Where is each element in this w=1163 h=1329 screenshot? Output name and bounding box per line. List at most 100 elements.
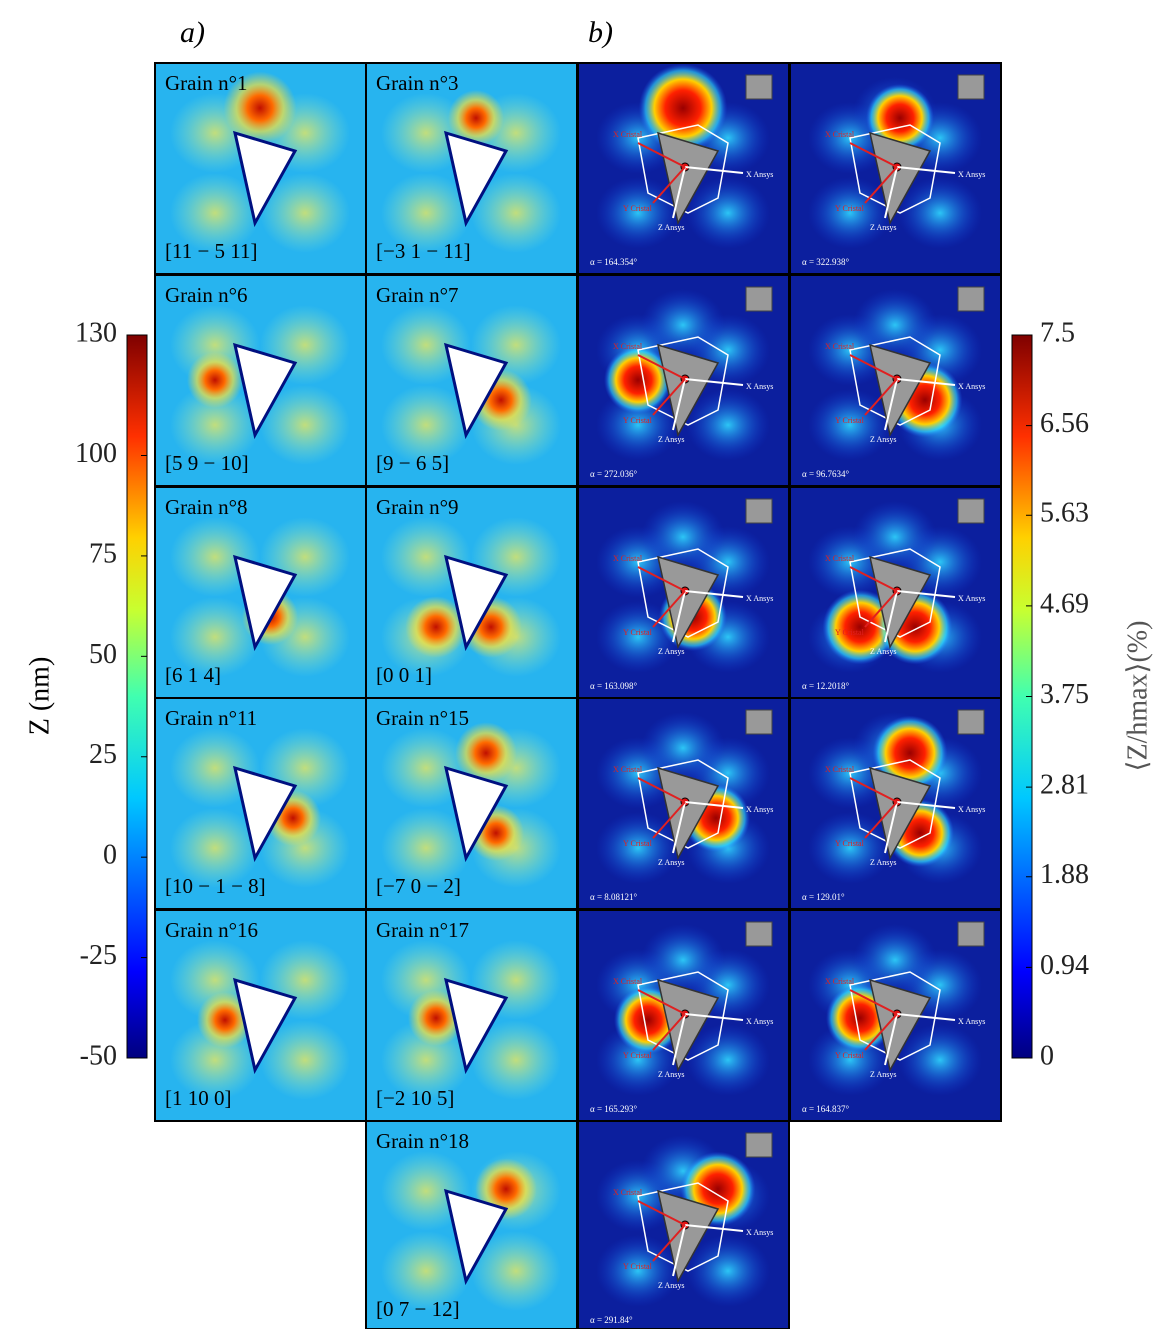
indent [232, 977, 298, 1075]
lobe [381, 517, 471, 597]
map-a: Grain n°15 [−7 0 − 2] [366, 698, 577, 909]
tick-label: 0 [103, 840, 117, 871]
map-b: X Ansys Z Ansys X Cristal Y Cristal α = 291.… [578, 1121, 789, 1329]
lobe [898, 1024, 982, 1096]
frame [577, 1120, 790, 1329]
azimuth: α = 163.098° [590, 681, 638, 691]
map-b: X Ansys Z Ansys X Cristal Y Cristal α = 163.… [578, 487, 789, 698]
indent [232, 765, 298, 863]
map-a: Grain n°6 [5 9 − 10] [155, 275, 366, 486]
axis-label: X Cristal [613, 1188, 643, 1197]
hot-spot [638, 63, 728, 153]
axis-label: Y Cristal [623, 1051, 653, 1060]
arrow [652, 166, 686, 204]
axis-label: Z Ansys [870, 1070, 896, 1079]
axis-label: Y Cristal [835, 1051, 865, 1060]
arrow [884, 1013, 898, 1066]
axis-label: Y Cristal [623, 1262, 653, 1271]
arrow [684, 378, 744, 386]
arrow [672, 590, 686, 643]
indent [443, 977, 509, 1075]
indent [868, 766, 932, 861]
axis-label: X Cristal [613, 342, 643, 351]
arrow [672, 801, 686, 854]
crystal-cube [957, 286, 985, 312]
lobe [381, 385, 471, 465]
lobe [898, 177, 982, 249]
axis-label: Z Ansys [870, 435, 896, 444]
lobe [641, 712, 725, 784]
grain-name: Grain n°3 [376, 71, 458, 95]
map-b: X Ansys Z Ansys X Cristal Y Cristal α = 164.… [790, 910, 1001, 1121]
tick-label: 25 [89, 739, 117, 770]
grain-name: Grain n°9 [376, 495, 458, 519]
contact-outline [849, 759, 941, 849]
crystal-cube [745, 286, 773, 312]
map-b: X Ansys Z Ansys X Cristal Y Cristal α = 164.… [578, 63, 789, 274]
contact-outline [637, 759, 729, 849]
tick-label: 0.94 [1040, 950, 1089, 981]
azimuth: α = 8.08121° [590, 892, 638, 902]
hot-spot [197, 992, 253, 1048]
azimuth: α = 272.036° [590, 469, 638, 479]
map-a: Grain n°17 [−2 10 5] [366, 910, 577, 1121]
map-b: X Ansys Z Ansys X Cristal Y Cristal α = 96.7… [790, 275, 1001, 486]
crystal-cube [957, 74, 985, 100]
axis-label: Z Ansys [870, 858, 896, 867]
lobe [641, 924, 725, 996]
grain-name: Grain n°6 [165, 283, 247, 307]
arrow [849, 777, 898, 803]
arrow [652, 590, 686, 628]
crystal-cube [745, 921, 773, 947]
indent [868, 343, 932, 438]
grain-name: Grain n°1 [165, 71, 247, 95]
colorbar [126, 334, 148, 1059]
axis-label: X Cristal [613, 130, 643, 139]
arrow [652, 1013, 686, 1051]
axis-label: X Cristal [825, 342, 855, 351]
axis-label: Z Ansys [658, 647, 684, 656]
orientation: [10 − 1 − 8] [165, 874, 266, 898]
axis-label: Z Ansys [658, 435, 684, 444]
axis-label: X Cristal [613, 977, 643, 986]
indent [232, 554, 298, 652]
crystal-cube [957, 921, 985, 947]
tick-label: 130 [75, 317, 117, 348]
axis-label: Y Cristal [623, 839, 653, 848]
lobe [686, 1235, 770, 1307]
colorbar-label: Z (nm) [24, 657, 55, 736]
arrow [684, 801, 744, 809]
indent [868, 555, 932, 650]
arrow [684, 166, 744, 174]
indent [232, 342, 298, 440]
axis-label: Y Cristal [835, 416, 865, 425]
tick-label: 2.81 [1040, 770, 1089, 801]
arrow [684, 1224, 744, 1232]
map-a: Grain n°18 [0 7 − 12] [366, 1121, 577, 1329]
arrow [652, 1224, 686, 1262]
indent [443, 342, 509, 440]
arrow [864, 1013, 898, 1051]
map-a: Grain n°7 [9 − 6 5] [366, 275, 577, 486]
arrow [672, 166, 686, 219]
tick-label: 6.56 [1040, 408, 1089, 439]
lobe [381, 305, 471, 385]
orientation: [1 10 0] [165, 1086, 232, 1110]
tick-label: 0 [1040, 1040, 1054, 1071]
azimuth: α = 96.7634° [802, 469, 850, 479]
arrow [884, 378, 898, 431]
lobe [260, 173, 350, 253]
grain-name: Grain n°18 [376, 1129, 469, 1153]
axis-label: Z Ansys [658, 223, 684, 232]
map-a: Grain n°16 [1 10 0] [155, 910, 366, 1121]
arrow [637, 566, 686, 592]
grain-name: Grain n°7 [376, 283, 458, 307]
axis-label: X Cristal [613, 554, 643, 563]
lobe [641, 289, 725, 361]
tick-label: -25 [80, 940, 117, 971]
lobe [381, 808, 471, 888]
arrow [864, 166, 898, 204]
lobe [686, 389, 770, 461]
arrow [849, 142, 898, 168]
contact-outline [849, 336, 941, 426]
